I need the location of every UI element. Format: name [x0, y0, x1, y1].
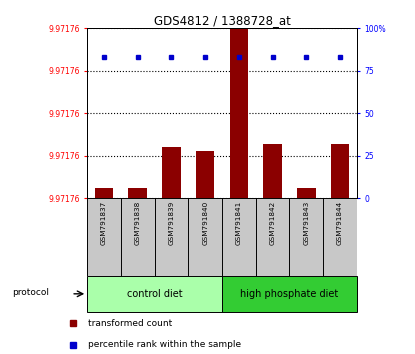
Bar	[95, 188, 113, 198]
Text: GSM791840: GSM791840	[202, 201, 208, 245]
Bar	[222, 276, 357, 312]
Bar	[331, 144, 349, 198]
Text: protocol: protocol	[12, 287, 49, 297]
Text: GSM791837: GSM791837	[101, 201, 107, 245]
Bar	[229, 28, 248, 198]
Text: GSM791842: GSM791842	[270, 201, 276, 245]
Bar	[264, 144, 282, 198]
Bar	[196, 151, 215, 198]
Title: GDS4812 / 1388728_at: GDS4812 / 1388728_at	[154, 14, 290, 27]
Bar	[162, 147, 181, 198]
Text: high phosphate diet: high phosphate diet	[240, 289, 339, 299]
Text: transformed count: transformed count	[88, 319, 173, 328]
Text: GSM791839: GSM791839	[168, 201, 174, 245]
Text: GSM791844: GSM791844	[337, 201, 343, 245]
Text: percentile rank within the sample: percentile rank within the sample	[88, 340, 241, 349]
Text: GSM791841: GSM791841	[236, 201, 242, 245]
Text: GSM791838: GSM791838	[135, 201, 141, 245]
Bar	[297, 188, 315, 198]
Text: GSM791843: GSM791843	[303, 201, 309, 245]
Text: control diet: control diet	[127, 289, 183, 299]
Bar	[129, 188, 147, 198]
Bar	[87, 276, 222, 312]
